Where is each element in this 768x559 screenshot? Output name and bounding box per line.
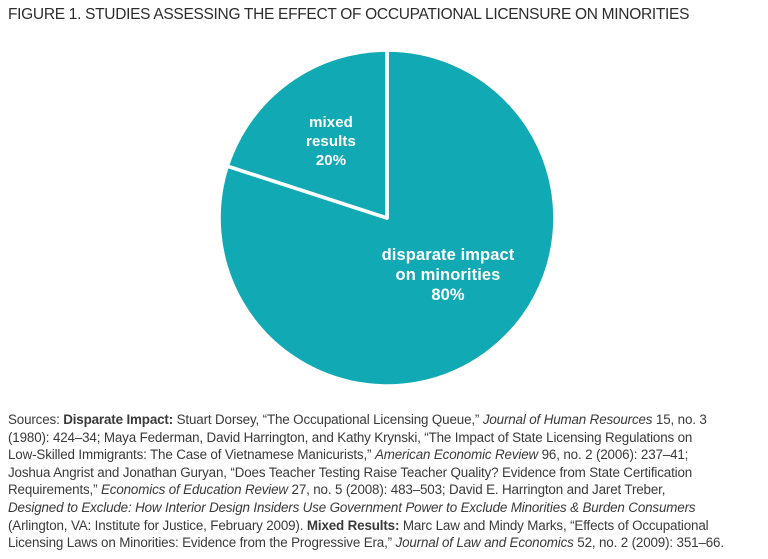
pie-label-percent: 80% bbox=[431, 286, 465, 304]
sources-segment: Licensing Laws on Minorities: Evidence f… bbox=[8, 535, 396, 551]
sources-segment: Low-Skilled Immigrants: The Case of Viet… bbox=[8, 447, 375, 463]
pie-label-disparate-impact: disparate impact on minorities 80% bbox=[338, 245, 558, 305]
sources-segment: 52, no. 2 (2009): 351–66. bbox=[573, 535, 724, 551]
pie-label-line: results bbox=[306, 133, 356, 150]
sources-segment: Journal of Human Resources bbox=[482, 412, 653, 427]
pie-chart bbox=[217, 48, 557, 388]
pie-label-mixed-results: mixed results 20% bbox=[241, 113, 421, 170]
figure-title: FIGURE 1. STUDIES ASSESSING THE EFFECT O… bbox=[8, 6, 690, 23]
sources-segment: 15, no. 3 bbox=[652, 412, 707, 427]
sources-segment: Requirements,” bbox=[8, 482, 102, 498]
sources-segment: Sources: bbox=[8, 412, 64, 427]
sources-line: Low-Skilled Immigrants: The Case of Viet… bbox=[8, 446, 766, 464]
sources-segment: Economics of Education Review bbox=[101, 482, 288, 498]
sources-line: Designed to Exclude: How Interior Design… bbox=[8, 499, 766, 517]
sources-segment: Marc Law and Mindy Marks, “Effects of Oc… bbox=[399, 517, 709, 533]
pie-chart-area: mixed results 20% disparate impact on mi… bbox=[217, 48, 558, 388]
sources-segment: 27, no. 5 (2008): 483–503; David E. Harr… bbox=[287, 482, 666, 498]
pie-slice-mixed-results bbox=[225, 48, 389, 220]
sources-line: (1980): 424–34; Maya Federman, David Har… bbox=[8, 429, 766, 447]
sources-segment: Joshua Angrist and Jonathan Guryan, “Doe… bbox=[8, 464, 693, 480]
sources-line: Requirements,” Economics of Education Re… bbox=[8, 481, 766, 499]
sources-segment: 96, no. 2 (2006): 237–41; bbox=[538, 447, 689, 463]
sources-line: Joshua Angrist and Jonathan Guryan, “Doe… bbox=[8, 464, 766, 482]
sources-segment: Disparate Impact: bbox=[63, 412, 174, 427]
sources-text: Sources: Disparate Impact: Stuart Dorsey… bbox=[8, 411, 766, 552]
pie-slice-disparate-impact-on-minorities bbox=[217, 48, 557, 388]
sources-segment: (1980): 424–34; Maya Federman, David Har… bbox=[8, 429, 693, 445]
sources-segment: Journal of Law and Economics bbox=[395, 535, 574, 551]
sources-segment: Mixed Results: bbox=[306, 517, 400, 533]
sources-line: (Arlington, VA: Institute for Justice, F… bbox=[8, 517, 766, 535]
pie-label-line: mixed bbox=[309, 114, 353, 131]
pie-label-line: disparate impact bbox=[381, 246, 515, 264]
sources-segment: Stuart Dorsey, “The Occupational Licensi… bbox=[173, 412, 483, 427]
sources-line: Licensing Laws on Minorities: Evidence f… bbox=[8, 534, 766, 552]
pie-label-line: on minorities bbox=[395, 266, 501, 284]
sources-line: Sources: Disparate Impact: Stuart Dorsey… bbox=[8, 411, 766, 429]
sources-segment: American Economic Review bbox=[374, 447, 539, 463]
sources-segment: Designed to Exclude: How Interior Design… bbox=[8, 499, 696, 515]
pie-label-percent: 20% bbox=[315, 152, 347, 169]
sources-segment: (Arlington, VA: Institute for Justice, F… bbox=[8, 517, 307, 533]
